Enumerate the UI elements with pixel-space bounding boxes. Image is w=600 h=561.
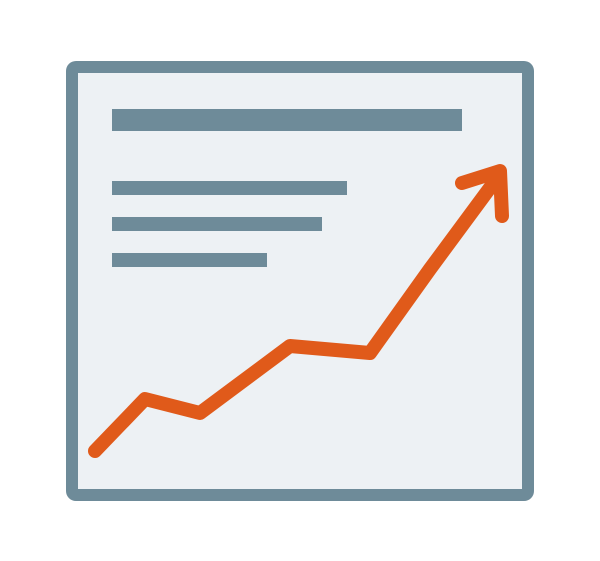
trend-line — [95, 181, 495, 451]
report-frame — [66, 61, 534, 501]
trend-arrow-icon — [78, 73, 522, 489]
